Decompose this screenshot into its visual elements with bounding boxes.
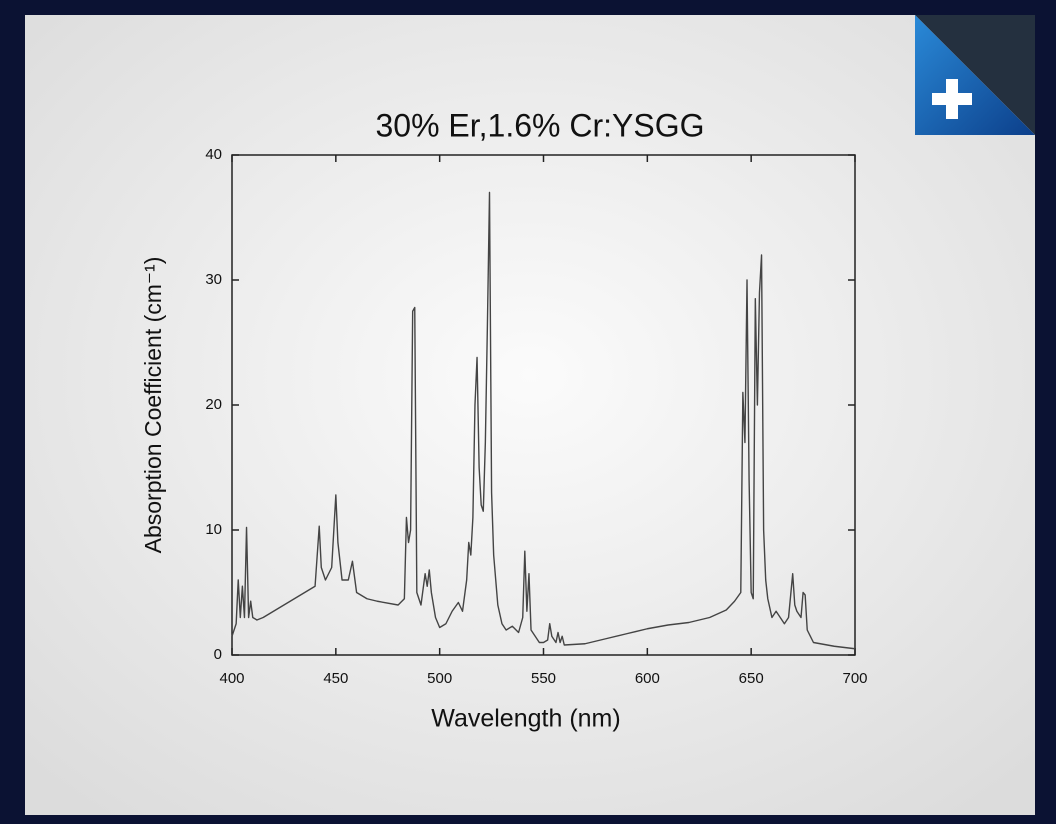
y-axis-label: Absorption Coefficient (cm⁻¹) [140, 257, 166, 554]
x-tick-label: 600 [635, 670, 660, 687]
x-tick-label: 500 [427, 670, 452, 687]
y-tick-label: 10 [205, 521, 222, 538]
x-tick-label: 700 [842, 670, 867, 687]
expand-button[interactable] [915, 15, 1035, 135]
x-tick-label: 550 [531, 670, 556, 687]
y-tick-label: 20 [205, 396, 222, 413]
y-tick-label: 40 [205, 146, 222, 163]
x-tick-label: 650 [739, 670, 764, 687]
chart-title: 30% Er,1.6% Cr:YSGG [375, 107, 704, 143]
y-tick-label: 30 [205, 271, 222, 288]
spectrum-line [231, 191, 856, 650]
y-tick-label: 0 [214, 646, 222, 663]
x-tick-label: 400 [219, 670, 244, 687]
x-tick-label: 450 [323, 670, 348, 687]
panel [25, 15, 1035, 815]
plus-v [946, 79, 958, 119]
x-axis-label: Wavelength (nm) [431, 705, 620, 733]
